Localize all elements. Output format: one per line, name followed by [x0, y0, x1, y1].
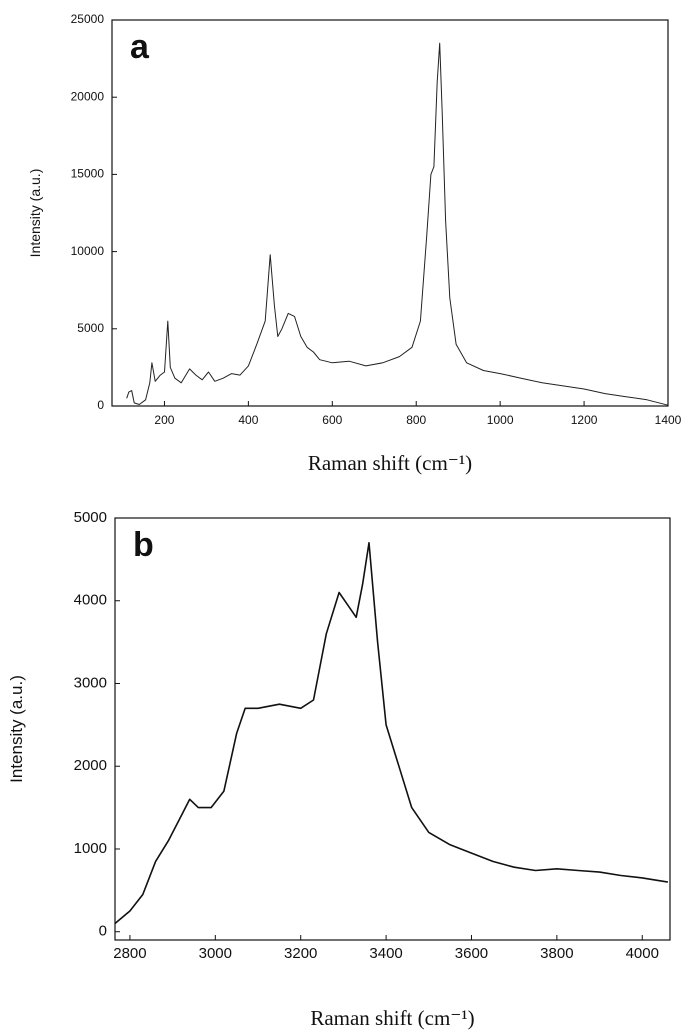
y-tick-label: 4000	[74, 592, 107, 609]
y-tick-label: 5000	[74, 509, 107, 526]
panel-label: b	[133, 526, 154, 564]
x-tick-label: 3400	[369, 945, 402, 962]
panel-label: a	[130, 28, 150, 66]
x-axis-label: Raman shift (cm⁻¹)	[310, 1006, 474, 1030]
y-tick-label: 20000	[71, 89, 105, 103]
y-tick-label: 0	[99, 923, 107, 940]
x-tick-label: 4000	[626, 945, 659, 962]
x-tick-label: 3800	[540, 945, 573, 962]
x-tick-label: 1400	[655, 413, 682, 427]
y-tick-label: 0	[97, 398, 104, 412]
x-tick-label: 3000	[199, 945, 232, 962]
plot-frame	[111, 19, 669, 407]
x-axis-label: Raman shift (cm⁻¹)	[308, 451, 472, 475]
y-tick-label: 5000	[77, 321, 104, 335]
x-tick-label: 600	[322, 413, 342, 427]
x-tick-label: 800	[406, 413, 426, 427]
y-tick-label: 1000	[74, 840, 107, 857]
x-tick-label: 1200	[571, 413, 598, 427]
y-axis-label: Intensity (a.u.)	[27, 169, 43, 258]
y-tick-label: 3000	[74, 674, 107, 691]
y-tick-label: 2000	[74, 757, 107, 774]
x-tick-label: 3600	[455, 945, 488, 962]
plot-frame	[114, 517, 671, 941]
x-tick-label: 200	[154, 413, 174, 427]
y-tick-label: 15000	[71, 167, 105, 181]
y-tick-label: 25000	[71, 12, 105, 26]
x-tick-label: 400	[238, 413, 258, 427]
x-tick-label: 3200	[284, 945, 317, 962]
x-tick-label: 2800	[113, 945, 146, 962]
spectrum-line	[126, 42, 669, 406]
y-axis-label: Intensity (a.u.)	[7, 675, 26, 783]
y-tick-label: 10000	[71, 244, 105, 258]
x-tick-label: 1000	[487, 413, 514, 427]
spectrum-line	[114, 542, 669, 925]
